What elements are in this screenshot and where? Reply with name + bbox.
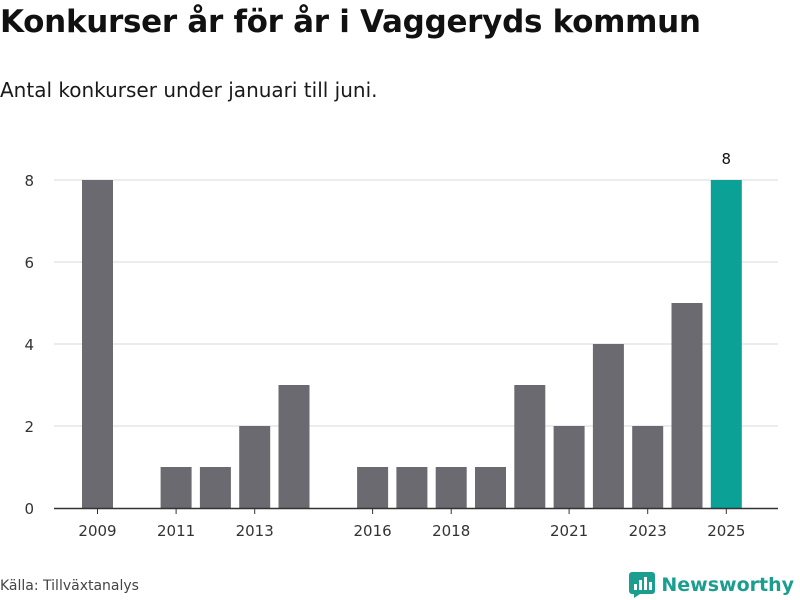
bar-2021 [553,426,585,508]
x-tick-label: 2025 [707,522,745,540]
brand-logo: Newsworthy [629,570,794,600]
source-note: Källa: Tillväxtanalys [0,578,139,594]
y-tick-label: 8 [24,172,34,190]
bar-2011 [160,467,192,508]
bar-2017 [396,467,428,508]
bar-2013 [239,426,271,508]
x-tick-label: 2009 [78,522,116,540]
y-tick-label: 6 [24,254,34,272]
bar-2023 [632,426,664,508]
bar-2025 [710,180,742,508]
y-tick-label: 2 [24,418,34,436]
bar-chart: 0 2 4 6 8 8 2009 2011 2013 2016 2018 2021 2023 2025 [24,150,778,540]
x-tick-label: 2023 [629,522,667,540]
bar-2022 [592,344,624,508]
chart-title: Konkurser år för år i Vaggeryds kommun [0,4,701,40]
bar-2018 [435,467,467,508]
bar-2019 [475,467,506,508]
bar-2014 [278,385,310,508]
x-tick-label: 2011 [157,522,195,540]
x-tick-label: 2013 [236,522,274,540]
x-tick-label: 2018 [432,522,470,540]
x-tick-label: 2016 [354,522,392,540]
bar-2020 [514,385,546,508]
y-tick-label: 4 [24,336,34,354]
bar-2024 [671,303,703,508]
bar-2012 [199,467,231,508]
bar-2009 [82,180,113,508]
chart-subtitle: Antal konkurser under januari till juni. [0,78,378,102]
y-tick-label: 0 [24,500,34,518]
bar-2016 [357,467,389,508]
brand-name: Newsworthy [661,574,794,596]
newsworthy-logo-icon [629,572,656,598]
x-tick-label: 2021 [550,522,588,540]
data-label-2025: 8 [722,150,732,168]
